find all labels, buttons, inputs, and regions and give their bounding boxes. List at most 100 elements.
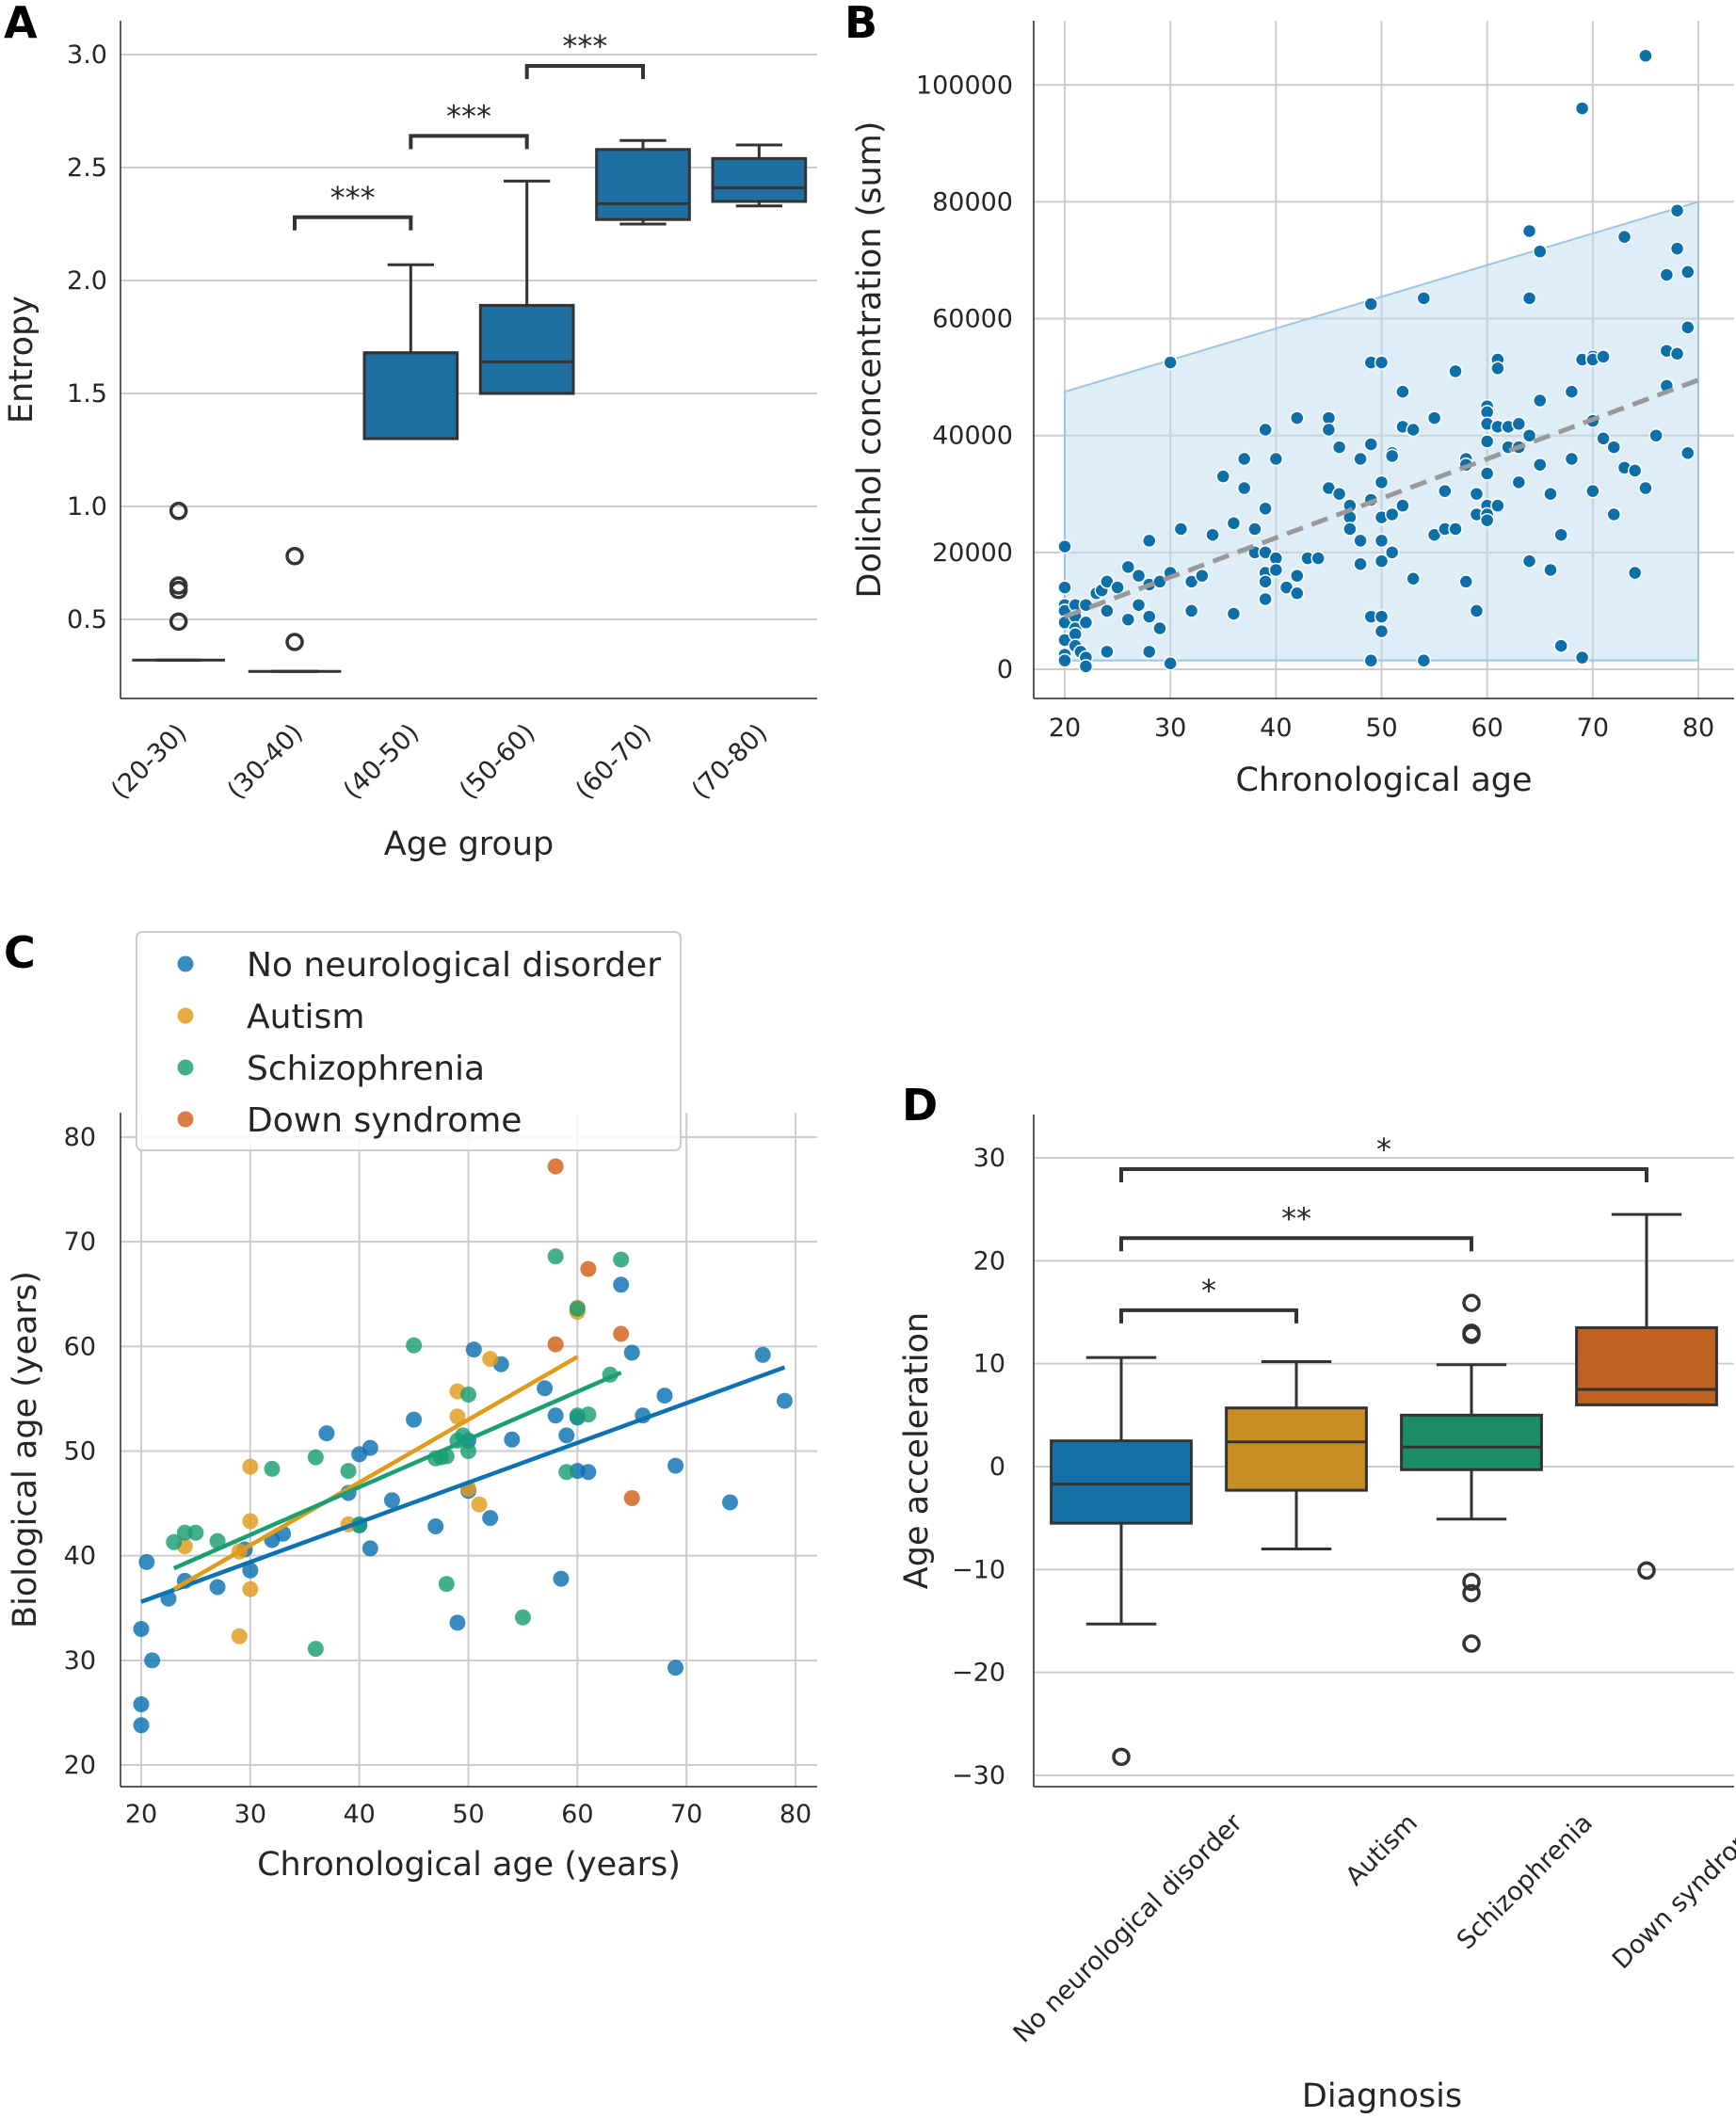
data-point — [383, 1492, 400, 1509]
data-point — [1120, 559, 1136, 575]
data-point — [1374, 533, 1390, 549]
y-tick-label: −20 — [952, 1659, 1005, 1688]
data-point — [1353, 451, 1368, 467]
x-tick-label: 20 — [125, 1800, 157, 1829]
data-point — [1131, 597, 1147, 613]
data-point — [1290, 410, 1305, 425]
y-tick-label: 60000 — [932, 305, 1013, 334]
data-point — [1521, 223, 1537, 239]
y-tick-label: 20000 — [932, 538, 1013, 568]
x-tick-label: (50-60) — [454, 718, 540, 805]
data-point — [406, 1411, 423, 1428]
x-tick-label: 40 — [343, 1800, 375, 1829]
data-point — [242, 1458, 259, 1475]
data-point — [1426, 410, 1442, 425]
x-axis-title: Chronological age (years) — [257, 1846, 681, 1884]
legend-marker — [177, 1111, 194, 1128]
y-tick-label: 10 — [973, 1350, 1005, 1379]
legend-label: No neurological disorder — [247, 946, 661, 985]
data-point — [1290, 586, 1305, 602]
data-point — [1195, 568, 1210, 584]
data-point — [623, 1490, 640, 1507]
data-point — [1638, 480, 1653, 496]
data-point — [1521, 427, 1537, 443]
data-point — [514, 1609, 531, 1626]
x-axis-title: Diagnosis — [1302, 2078, 1462, 2115]
data-point — [1215, 469, 1230, 484]
data-point — [1606, 506, 1622, 522]
significance-bracket — [293, 215, 413, 231]
data-point — [318, 1425, 335, 1442]
data-point — [1669, 241, 1685, 256]
data-point — [1258, 501, 1273, 517]
data-point — [340, 1463, 357, 1480]
data-point — [1163, 656, 1178, 671]
data-point — [133, 1620, 150, 1637]
data-point — [1680, 265, 1696, 280]
data-point — [1458, 574, 1473, 589]
panel-c-scatter: 20 30 40 50 60 70 80 20 30 40 50 60 70 80 No neurologi… — [7, 931, 817, 1884]
data-point — [1395, 384, 1410, 399]
significance-label: *** — [446, 98, 491, 134]
data-point — [569, 1300, 586, 1317]
data-point — [1374, 609, 1390, 624]
data-point — [1564, 451, 1580, 467]
data-point — [471, 1496, 488, 1513]
significance-label: * — [1201, 1273, 1216, 1308]
box — [1575, 1325, 1718, 1406]
data-point — [1616, 229, 1632, 245]
data-point — [1226, 606, 1242, 621]
y-tick-label: 40 — [64, 1542, 96, 1571]
data-point — [1669, 202, 1685, 218]
data-point — [1342, 521, 1358, 537]
y-tick-label: 0.5 — [67, 605, 107, 634]
data-point — [362, 1540, 378, 1557]
x-tick-label: 70 — [1577, 714, 1609, 743]
data-point — [1247, 521, 1262, 537]
data-point — [1057, 538, 1072, 554]
data-point — [133, 1717, 150, 1734]
outlier-point — [1462, 1572, 1481, 1592]
outlier-point — [285, 633, 304, 651]
data-point — [1078, 659, 1094, 674]
panel-a-letter: A — [4, 0, 38, 48]
data-point — [547, 1248, 564, 1265]
data-point — [1406, 571, 1421, 586]
data-point — [1490, 498, 1505, 513]
data-point — [1627, 463, 1643, 478]
x-tick-label: 20 — [1049, 714, 1081, 743]
data-point — [580, 1464, 597, 1481]
data-point — [1521, 291, 1537, 306]
y-axis-title: Entropy — [3, 296, 40, 424]
outlier-point — [1462, 1293, 1481, 1312]
outlier-point — [1637, 1561, 1656, 1580]
data-point — [1258, 574, 1273, 589]
data-point — [209, 1532, 226, 1549]
significance-label: *** — [330, 180, 376, 216]
legend-box — [136, 931, 682, 1151]
data-point — [1057, 580, 1072, 595]
data-point — [656, 1388, 673, 1404]
data-point — [1638, 48, 1653, 63]
significance-bracket — [1119, 1308, 1298, 1324]
data-point — [231, 1628, 248, 1645]
y-tick-label: 0 — [989, 1452, 1005, 1482]
box — [1050, 1439, 1193, 1525]
y-tick-label: 20 — [973, 1246, 1005, 1276]
data-point — [1511, 474, 1527, 490]
legend-label: Schizophrenia — [247, 1050, 485, 1088]
data-point — [1416, 652, 1432, 668]
data-point — [362, 1439, 378, 1456]
data-point — [449, 1408, 466, 1425]
x-tick-label: 60 — [561, 1800, 593, 1829]
x-tick-label: (40-50) — [338, 718, 425, 805]
data-point — [242, 1580, 259, 1597]
data-point — [1669, 346, 1685, 361]
data-point — [264, 1460, 281, 1477]
data-point — [1120, 612, 1136, 627]
data-point — [1310, 551, 1326, 566]
x-axis-title: Age group — [384, 826, 554, 863]
y-tick-label: 30 — [64, 1646, 96, 1676]
data-point — [1469, 603, 1485, 618]
data-point — [1574, 101, 1590, 116]
